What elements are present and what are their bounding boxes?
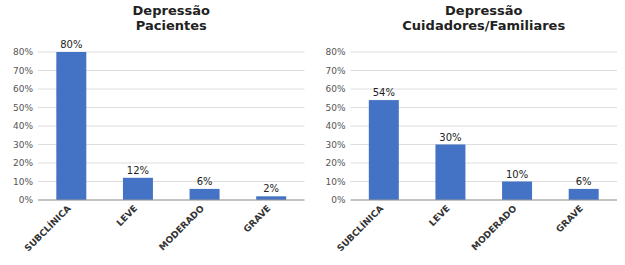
y-tick-label: 10% [13,177,33,187]
x-tick-label: LEVE [115,203,140,228]
bar [56,52,86,200]
y-tick-label: 70% [325,66,345,76]
y-tick-label: 10% [325,177,345,187]
grid-line [38,200,305,201]
y-tick-label: 40% [13,121,33,131]
y-tick-label: 80% [13,47,33,57]
bar [569,189,599,200]
y-tick-label: 70% [13,66,33,76]
bar [435,145,465,201]
chart-title: DepressãoCuidadores/Familiares [402,3,565,33]
x-axis-line [38,200,305,201]
chart-panel: DepressãoPacientes 0% 10% 20% 30% 40% 50% 60% 70… [13,3,305,253]
title-line: Depressão [133,3,210,18]
bar [190,189,220,200]
chart-figure: DepressãoPacientes0%10%20%30%40%50%60%70… [0,0,625,265]
chart-title: DepressãoPacientes [133,3,210,33]
x-tick-label: GRAVE [554,203,585,234]
y-tick-label: 60% [13,84,33,94]
title-line: Depressão [445,3,522,18]
grid-line [351,200,618,201]
y-tick-label: 30% [325,140,345,150]
bars [369,100,599,200]
grid-line [351,52,618,53]
y-tick-label: 80% [325,47,345,57]
y-tick-label: 60% [325,84,345,94]
data-label: 6% [197,176,213,187]
y-tick-label: 40% [325,121,345,131]
data-label: 12% [127,165,149,176]
data-label: 80% [60,39,82,50]
bar [256,196,286,200]
title-line: Pacientes [136,18,207,33]
x-tick-label: SUBCLÍNICA [22,203,73,254]
data-label: 6% [576,176,592,187]
y-tick-label: 50% [13,103,33,113]
bars [56,52,286,200]
y-tick-label: 50% [325,103,345,113]
data-label: 2% [263,183,279,194]
bar [369,100,399,200]
chart-panel: DepressãoCuidadores/Familiares 0% 10% 20% 30… [325,3,617,253]
grid-line [351,70,618,71]
y-tick-label: 30% [13,140,33,150]
bar [502,182,532,201]
y-tick-label: 0% [331,195,346,205]
x-tick-label: GRAVE [242,203,273,234]
y-tick-label: 20% [13,158,33,168]
x-tick-label: MODERADO [157,203,206,252]
x-tick-label: LEVE [427,203,452,228]
x-tick-label: SUBCLÍNICA [334,203,385,254]
data-label: 30% [439,132,461,143]
y-tick-label: 20% [325,158,345,168]
x-tick-label: MODERADO [470,203,519,252]
x-axis-line [351,200,618,201]
y-tick-label: 0% [19,195,34,205]
data-label: 10% [506,169,528,180]
data-label: 54% [373,87,395,98]
bar [123,178,153,200]
title-line: Cuidadores/Familiares [402,18,565,33]
